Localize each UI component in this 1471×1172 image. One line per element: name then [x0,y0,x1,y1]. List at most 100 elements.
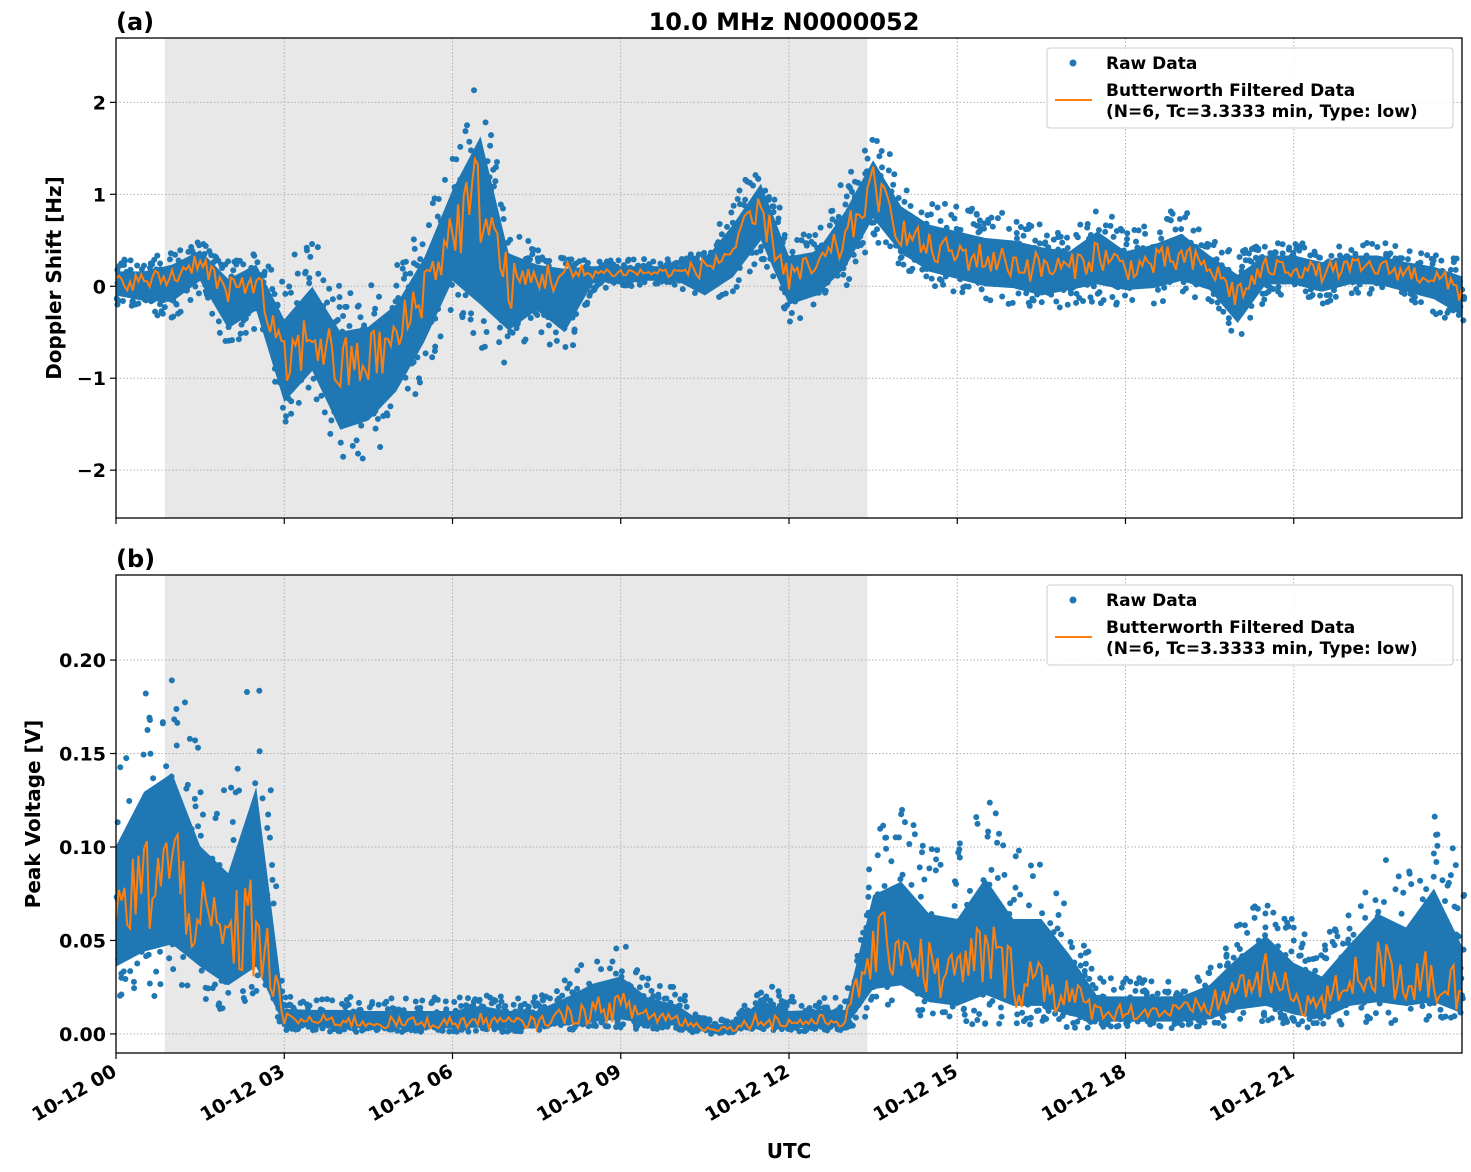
raw-data-point [1036,221,1043,228]
raw-data-point [1344,253,1351,260]
raw-data-point [1406,870,1413,877]
raw-data-point [385,314,392,321]
raw-data-point [1358,259,1365,266]
raw-data-point [353,1028,360,1035]
raw-data-point [798,1002,805,1009]
raw-data-point [482,296,489,303]
raw-data-point [195,823,202,830]
raw-data-point [881,883,888,890]
raw-data-point [889,940,896,947]
raw-data-point [456,994,463,1001]
raw-data-point [741,1002,748,1009]
raw-data-point [1236,254,1243,261]
raw-data-point [1356,281,1363,288]
raw-data-point [1057,957,1064,964]
raw-data-point [570,286,577,293]
raw-data-point [898,811,905,818]
raw-data-point [1100,297,1107,304]
raw-data-point [721,263,728,270]
raw-data-point [656,982,663,989]
raw-data-point [550,270,557,277]
raw-data-point [522,336,529,343]
raw-data-point [775,988,782,995]
raw-data-point [985,828,992,835]
raw-data-point [591,1020,598,1027]
raw-data-point [1438,257,1445,264]
raw-data-point [1311,248,1318,255]
raw-data-point [986,881,993,888]
raw-data-point [999,293,1006,300]
raw-data-point [489,228,496,235]
raw-data-point [173,742,180,749]
raw-data-point [368,282,375,289]
raw-data-point [883,845,890,852]
raw-data-point [262,981,269,988]
raw-data-point [618,973,625,980]
raw-data-point [1428,950,1435,957]
raw-data-point [821,259,828,266]
raw-data-point [904,956,911,963]
raw-data-point [348,330,355,337]
raw-data-point [325,361,332,368]
raw-data-point [1057,971,1064,978]
raw-data-point [544,314,551,321]
raw-data-point [150,296,157,303]
raw-data-point [932,974,939,981]
raw-data-point [1455,311,1462,318]
y-tick-label: 0.15 [59,744,106,766]
raw-data-point [1135,227,1142,234]
raw-data-point [237,857,244,864]
raw-data-point [389,304,396,311]
raw-data-point [195,744,202,751]
raw-data-point [1313,1020,1320,1027]
raw-data-point [906,920,913,927]
raw-data-point [825,255,832,262]
raw-data-point [942,273,949,280]
raw-data-point [663,995,670,1002]
raw-data-point [1400,932,1407,939]
raw-data-point [789,254,796,261]
raw-data-point [1417,259,1424,266]
raw-data-point [525,1006,532,1013]
raw-data-point [788,310,795,317]
raw-data-point [432,315,439,322]
raw-data-point [1060,1010,1067,1017]
raw-data-point [1011,246,1018,253]
raw-data-point [169,941,176,948]
raw-data-point [1452,266,1459,273]
raw-data-point [788,1026,795,1033]
raw-data-point [258,313,265,320]
raw-data-point [895,834,902,841]
raw-data-point [447,306,454,313]
raw-data-point [996,830,1003,837]
raw-data-point [957,276,964,283]
raw-data-point [765,193,772,200]
raw-data-point [728,209,735,216]
raw-data-point [473,277,480,284]
raw-data-point [586,292,593,299]
raw-data-point [192,283,199,290]
raw-data-point [1406,248,1413,255]
raw-data-point [865,893,872,900]
raw-data-point [1035,278,1042,285]
raw-data-point [147,750,154,757]
raw-data-point [718,1016,725,1023]
raw-data-point [998,278,1005,285]
raw-data-point [812,231,819,238]
raw-data-point [1082,960,1089,967]
raw-data-point [294,270,301,277]
raw-data-point [515,995,522,1002]
raw-data-point [229,818,236,825]
raw-data-point [135,826,142,833]
raw-data-point [1340,275,1347,282]
raw-data-point [989,223,996,230]
raw-data-point [493,158,500,165]
raw-data-point [1131,251,1138,258]
raw-data-point [1337,1003,1344,1010]
raw-data-point [216,945,223,952]
raw-data-point [225,989,232,996]
raw-data-point [645,975,652,982]
raw-data-point [1430,850,1437,857]
raw-data-point [1227,964,1234,971]
raw-data-point [620,1021,627,1028]
